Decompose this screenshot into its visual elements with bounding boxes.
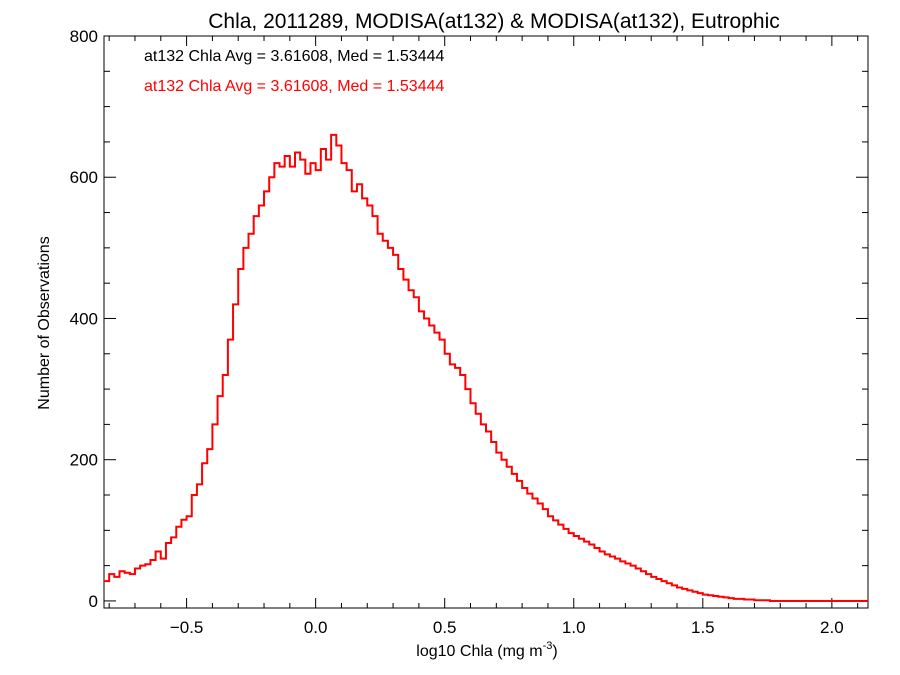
x-tick-label: −0.5 [170, 618, 204, 637]
y-tick-label: 200 [70, 451, 98, 470]
histogram-series-0 [104, 133, 868, 602]
x-tick-label: 0.5 [433, 618, 457, 637]
x-axis-label: log10 Chla (mg m-3) [416, 640, 557, 660]
annotation-stat-red: at132 Chla Avg = 3.61608, Med = 1.53444 [144, 78, 444, 95]
x-tick-label: 2.0 [820, 618, 844, 637]
x-axis-label-superscript: -3 [543, 640, 553, 652]
y-tick-labels: 0 200 400 600 800 [70, 27, 98, 611]
y-tick-label: 0 [89, 592, 98, 611]
series-layer [104, 133, 868, 602]
x-axis-label-end: ) [552, 643, 557, 660]
plot-border [103, 35, 869, 609]
plot-frame [103, 35, 869, 609]
y-tick-label: 600 [70, 168, 98, 187]
chart-title: Chla, 2011289, MODISA(at132) & MODISA(at… [208, 10, 780, 33]
annotation-stat-black: at132 Chla Avg = 3.61608, Med = 1.53444 [144, 48, 444, 65]
axis-ticks [104, 35, 868, 608]
y-tick-label: 800 [70, 27, 98, 46]
x-tick-label: 1.0 [562, 618, 586, 637]
y-axis-label: Number of Observations [36, 236, 53, 409]
x-tick-label: 0.0 [304, 618, 328, 637]
x-tick-label: 1.5 [691, 618, 715, 637]
y-tick-label: 400 [70, 309, 98, 328]
x-tick-labels: −0.5 0.0 0.5 1.0 1.5 2.0 [170, 618, 844, 637]
